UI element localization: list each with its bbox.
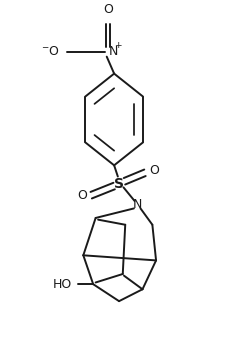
Text: $^{-}$O: $^{-}$O (41, 45, 60, 58)
Text: +: + (114, 41, 122, 50)
Text: O: O (149, 164, 159, 177)
Text: N: N (133, 198, 142, 211)
Text: S: S (114, 177, 124, 191)
Text: O: O (77, 189, 87, 202)
Text: HO: HO (53, 278, 72, 291)
Text: N: N (109, 45, 119, 58)
Text: O: O (103, 3, 113, 16)
